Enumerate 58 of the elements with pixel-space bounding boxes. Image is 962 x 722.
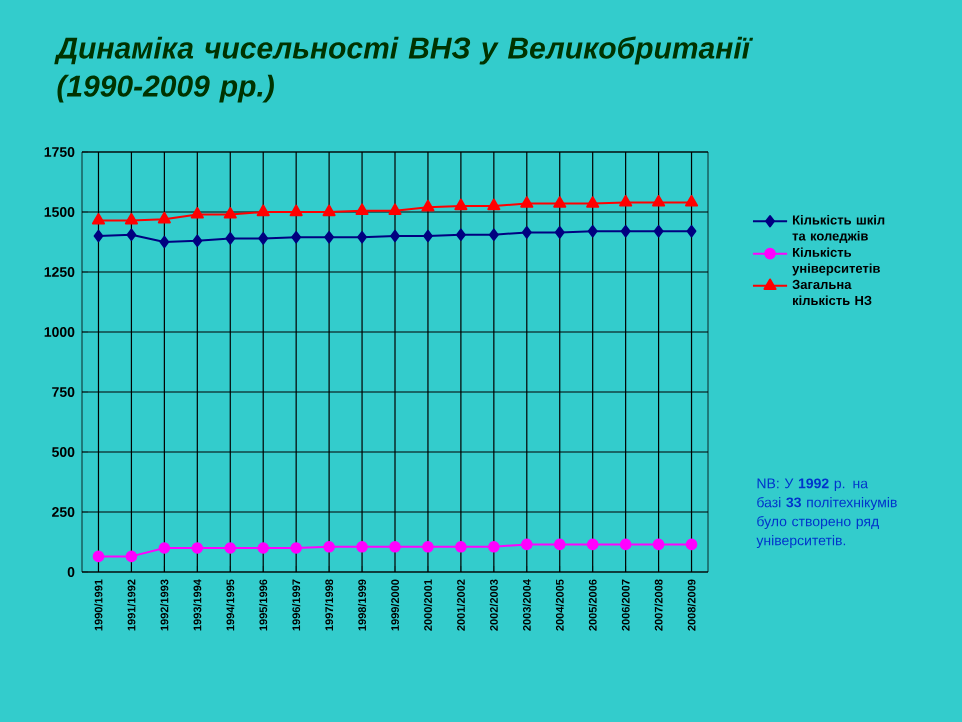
- point: [224, 542, 237, 554]
- point: [554, 226, 565, 239]
- point: [422, 541, 434, 553]
- point: [423, 229, 433, 243]
- point: [488, 541, 500, 553]
- point: [619, 194, 633, 207]
- point: [553, 538, 566, 551]
- point: [587, 224, 598, 238]
- point: [223, 207, 237, 219]
- point: [388, 203, 402, 215]
- point: [256, 204, 270, 217]
- point: [653, 224, 664, 238]
- point: [159, 235, 170, 249]
- point: [190, 207, 204, 219]
- point: [357, 230, 367, 244]
- point: [324, 230, 335, 244]
- point: [487, 198, 501, 211]
- point: [257, 542, 270, 554]
- point: [586, 196, 600, 208]
- point: [390, 229, 400, 243]
- point: [93, 229, 104, 243]
- point: [124, 213, 138, 225]
- point: [455, 541, 467, 553]
- point: [158, 542, 171, 554]
- point: [488, 228, 499, 241]
- point: [619, 538, 632, 551]
- point: [258, 232, 269, 245]
- point: [521, 226, 532, 239]
- point: [454, 198, 468, 211]
- point: [125, 550, 138, 563]
- point: [652, 194, 666, 207]
- point: [620, 224, 631, 238]
- chart-title: Динаміка чисельності ВНЗ у Великобританії (1990-2009 рр.): [54, 36, 754, 103]
- point: [323, 541, 335, 553]
- point: [389, 541, 401, 553]
- point: [355, 203, 369, 215]
- point: [520, 538, 533, 551]
- point: [225, 232, 236, 245]
- point: [652, 538, 665, 551]
- point: [291, 230, 302, 244]
- point: [586, 538, 599, 551]
- point: [686, 224, 697, 238]
- point: [456, 228, 466, 241]
- point: [91, 213, 106, 225]
- point: [126, 228, 137, 241]
- point: [322, 204, 336, 217]
- point: [520, 196, 534, 208]
- point: [684, 194, 699, 207]
- point: [553, 196, 567, 208]
- point: [685, 538, 698, 551]
- point: [191, 542, 204, 554]
- point: [157, 211, 171, 224]
- point: [289, 204, 303, 217]
- point: [356, 541, 368, 553]
- point: [290, 542, 302, 554]
- point: [92, 550, 105, 563]
- point: [192, 234, 203, 247]
- point: [421, 199, 435, 212]
